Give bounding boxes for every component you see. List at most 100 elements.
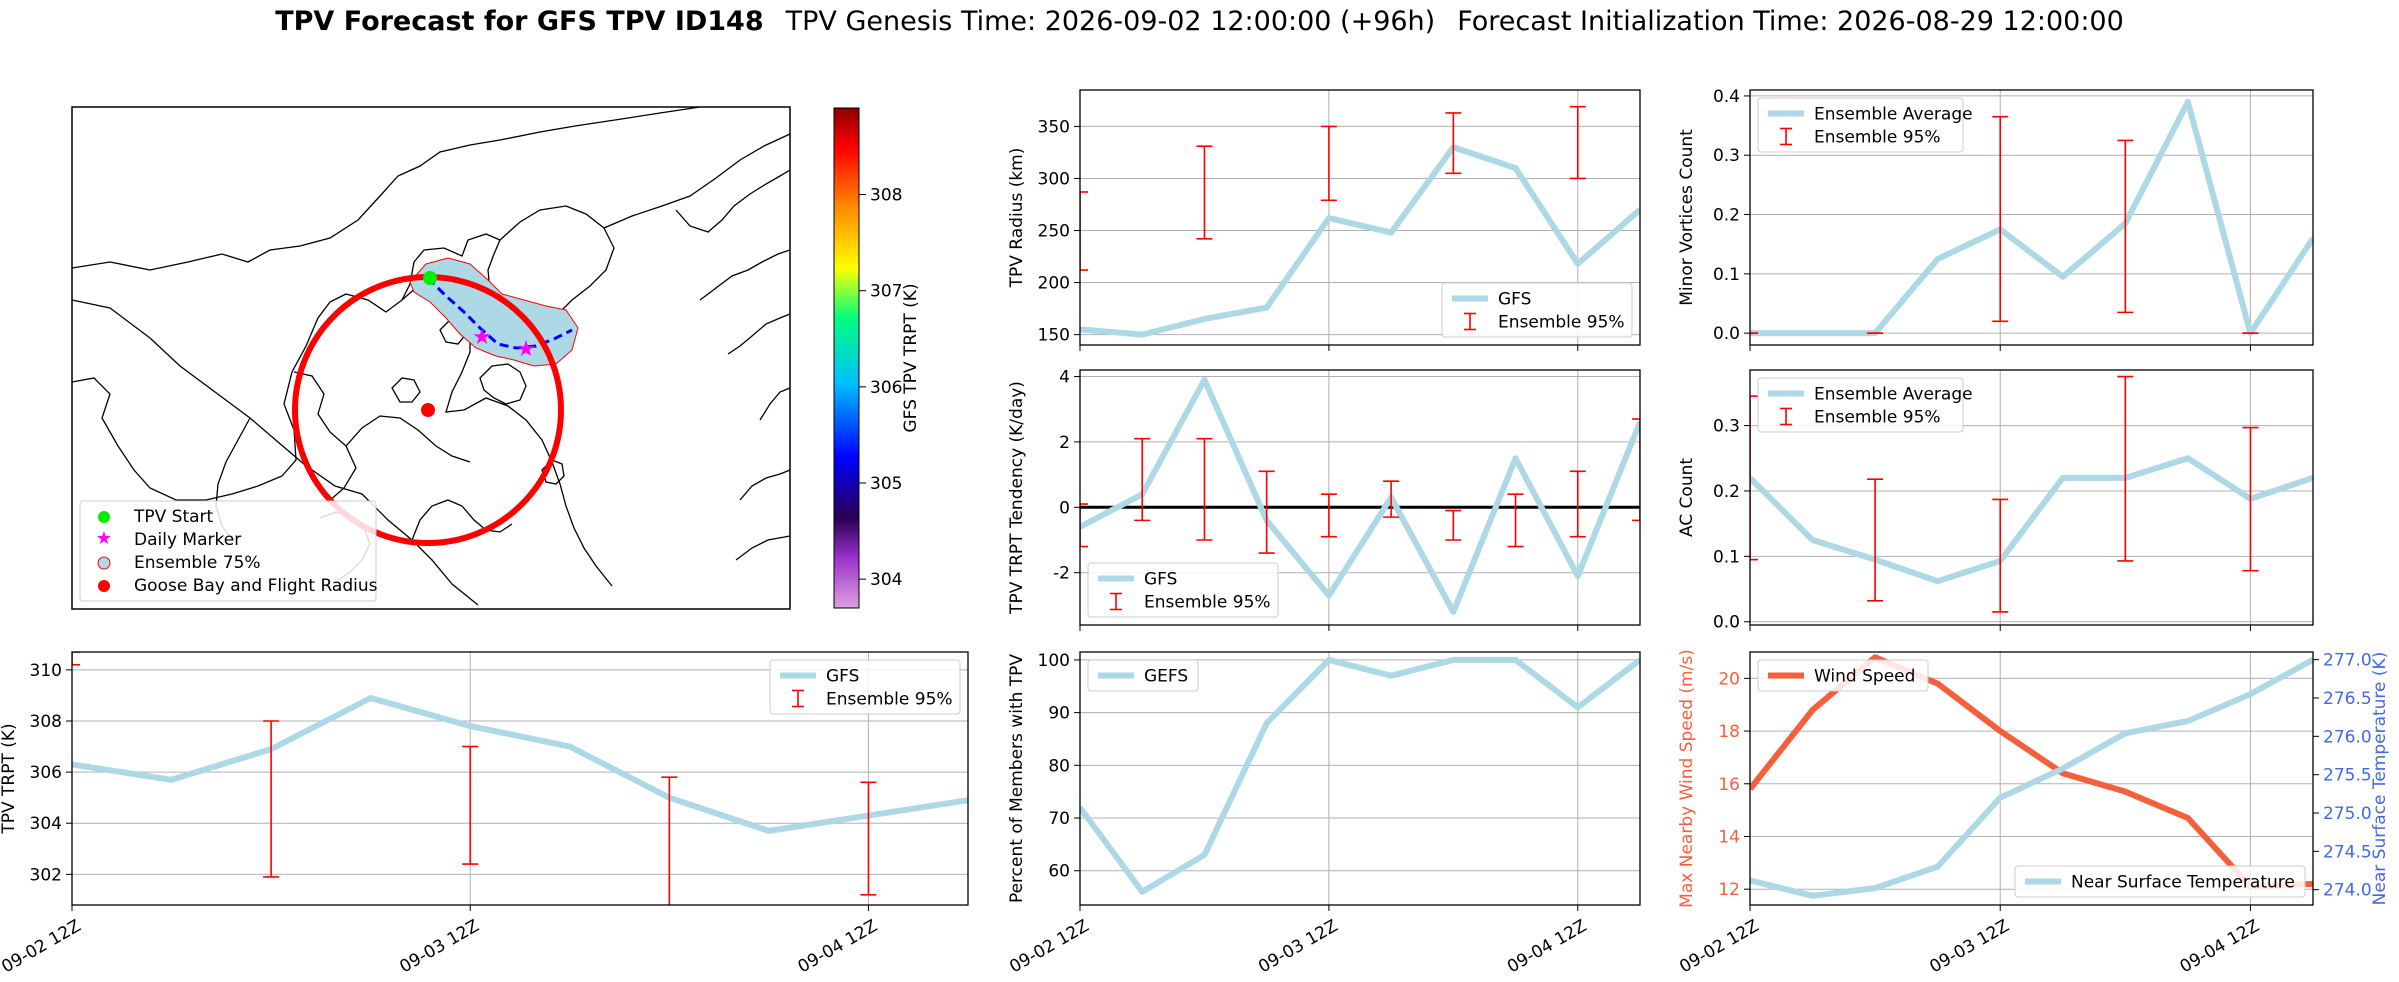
errorbar bbox=[263, 720, 280, 878]
legend-label: Wind Speed bbox=[1814, 667, 1915, 687]
y-tick-label: 60 bbox=[1048, 862, 1070, 882]
y-tick-label: 14 bbox=[1718, 827, 1740, 847]
y-axis-label: Minor Vortices Count bbox=[1677, 129, 1697, 306]
legend: Ensemble Average Ensemble 95% bbox=[1757, 97, 1973, 153]
legend-box bbox=[769, 659, 961, 715]
y-right-tick-label: 274.0 bbox=[2323, 881, 2372, 901]
series-line-gefs bbox=[1080, 656, 1640, 895]
legend-label: GFS bbox=[1498, 290, 1531, 310]
y-tick-label: 250 bbox=[1038, 222, 1070, 242]
axes-frame bbox=[1749, 89, 2314, 346]
x-tick-label: 09-03 12Z bbox=[1255, 916, 1341, 977]
x-tick-label: 09-03 12Z bbox=[1926, 916, 2012, 977]
errorbar bbox=[860, 781, 877, 896]
legend-swatch-errorbar bbox=[1110, 592, 1122, 611]
x-tick-label: 09-03 12Z bbox=[396, 916, 482, 977]
plot-marks bbox=[1750, 375, 2313, 613]
legend: GFS Ensemble 95% bbox=[1441, 282, 1633, 338]
goose-bay-marker bbox=[421, 403, 435, 417]
legend-box bbox=[1757, 97, 1964, 153]
legend: Near Surface Temperature bbox=[2014, 865, 2306, 898]
y-tick-label: 200 bbox=[1038, 274, 1070, 294]
y-tick-label: 16 bbox=[1718, 775, 1740, 795]
legend-label: GFS bbox=[826, 667, 859, 687]
legend-label: Ensemble 95% bbox=[1498, 313, 1625, 333]
legend-label: Ensemble 95% bbox=[1814, 128, 1941, 148]
errorbar bbox=[2117, 139, 2134, 314]
errorbar bbox=[1445, 509, 1462, 541]
daily-marker-1: ★ bbox=[472, 325, 492, 350]
y-right-tick-label: 275.0 bbox=[2323, 804, 2372, 824]
errorbar bbox=[1320, 493, 1337, 538]
colorbar-tick-label: 306 bbox=[870, 378, 902, 398]
y-tick-label: 12 bbox=[1718, 880, 1740, 900]
errorbar bbox=[1383, 480, 1400, 518]
percent-members-panel: 60 70 80 90 100 Percent of Members with TPV 09… bbox=[1006, 651, 1641, 977]
y-tick-label: 150 bbox=[1038, 326, 1070, 346]
legend-box bbox=[1087, 562, 1279, 618]
errorbar bbox=[1867, 478, 1884, 602]
series-line-near-surface-temperature bbox=[1750, 657, 2313, 899]
legend-daily-label: Daily Marker bbox=[134, 530, 241, 550]
legend-label: GFS bbox=[1144, 570, 1177, 590]
colorbar-tick-label: 304 bbox=[870, 570, 902, 590]
plot-marks bbox=[1080, 656, 1640, 895]
y-right-tick-label: 276.0 bbox=[2323, 727, 2372, 747]
y-tick-label: 0.4 bbox=[1713, 87, 1740, 107]
y-right-axis-label: Near Surface Temperature (K) bbox=[2370, 652, 2390, 906]
x-tick-label: 09-02 12Z bbox=[0, 916, 85, 977]
errorbar bbox=[1992, 498, 2009, 613]
series-line-ensemble-average bbox=[1750, 98, 2313, 337]
daily-marker-2: ★ bbox=[516, 337, 536, 362]
x-tick-label: 09-04 12Z bbox=[1504, 916, 1590, 977]
trpt-panel: 302 304 306 308 310 TPV TRPT (K) 09-02 12Z 09-0… bbox=[0, 651, 969, 977]
y-tick-label: 308 bbox=[30, 712, 62, 732]
legend: GFS Ensemble 95% bbox=[769, 659, 961, 715]
colorbar: 304 305 306 307 308 GFS TPV TRPT (K) bbox=[833, 107, 921, 609]
y-tick-label: 4 bbox=[1059, 368, 1070, 388]
colorbar-tick-label: 305 bbox=[870, 474, 902, 494]
legend-label: Ensemble 95% bbox=[1814, 408, 1941, 428]
tpv-start-marker bbox=[423, 271, 437, 285]
y-axis-label: Max Nearby Wind Speed (m/s) bbox=[1677, 649, 1697, 908]
legend-label: GEFS bbox=[1144, 667, 1188, 687]
y-tick-label: 310 bbox=[30, 661, 62, 681]
legend-label: Near Surface Temperature bbox=[2071, 873, 2295, 893]
plot-marks bbox=[1750, 654, 2313, 899]
plot-marks bbox=[1080, 376, 1640, 615]
legend-box bbox=[1757, 659, 1929, 692]
plot-marks bbox=[1080, 105, 1640, 338]
legend-goose-swatch bbox=[98, 580, 110, 592]
legend-daily-swatch: ★ bbox=[96, 528, 112, 549]
legend-start-label: TPV Start bbox=[133, 507, 214, 527]
y-tick-label: 300 bbox=[1038, 169, 1070, 189]
plot-marks bbox=[72, 652, 968, 905]
errorbar bbox=[1632, 418, 1640, 522]
plot-marks bbox=[1750, 98, 2313, 337]
y-tick-label: 80 bbox=[1048, 756, 1070, 776]
y-tick-label: 0.0 bbox=[1713, 613, 1740, 633]
legend: Ensemble Average Ensemble 95% bbox=[1757, 377, 1973, 433]
axes-frame bbox=[71, 651, 969, 906]
y-tick-label: 0.2 bbox=[1713, 206, 1740, 226]
legend-swatch-errorbar bbox=[1464, 312, 1476, 331]
map-panel: ★ ★ ★ TPV Start Daily Marker Ensemble 75… bbox=[71, 106, 921, 610]
colorbar-tick-label: 307 bbox=[870, 282, 902, 302]
errorbar bbox=[1507, 493, 1524, 548]
y-right-tick-label: 276.5 bbox=[2323, 689, 2372, 709]
wind-temperature-panel: 12 14 16 18 20 Max Nearby Wind Speed (m/s) 274… bbox=[1676, 649, 2390, 977]
y-tick-label: 18 bbox=[1718, 722, 1740, 742]
y-axis-label: TPV TRPT (K) bbox=[0, 723, 19, 834]
errorbar bbox=[1445, 112, 1462, 175]
ensemble-75-area bbox=[409, 257, 579, 367]
colorbar-ticks: 304 305 306 307 308 bbox=[859, 186, 902, 590]
y-tick-label: 20 bbox=[1718, 669, 1740, 689]
y-tick-label: 302 bbox=[30, 865, 62, 885]
legend-box bbox=[2014, 865, 2306, 898]
legend-swatch-errorbar bbox=[1780, 127, 1792, 146]
errorbar bbox=[1320, 125, 1337, 202]
y-axis-label: Percent of Members with TPV bbox=[1007, 654, 1027, 903]
errorbar bbox=[1992, 115, 2009, 323]
